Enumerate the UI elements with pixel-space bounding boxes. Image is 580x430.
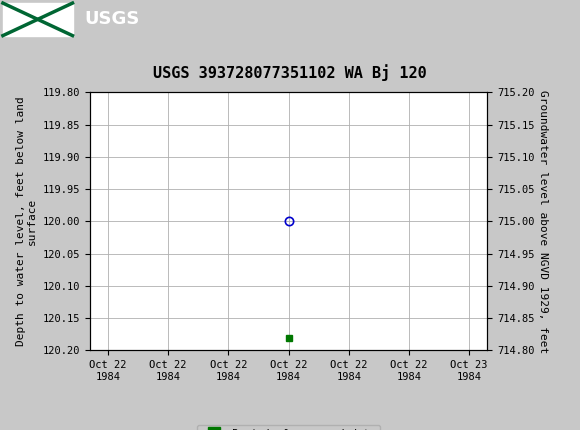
Y-axis label: Depth to water level, feet below land
surface: Depth to water level, feet below land su…	[16, 97, 37, 346]
Y-axis label: Groundwater level above NGVD 1929, feet: Groundwater level above NGVD 1929, feet	[538, 90, 548, 353]
Text: USGS 393728077351102 WA Bj 120: USGS 393728077351102 WA Bj 120	[153, 64, 427, 81]
FancyBboxPatch shape	[3, 3, 72, 36]
Text: USGS: USGS	[84, 10, 139, 28]
Legend: Period of approved data: Period of approved data	[197, 425, 380, 430]
